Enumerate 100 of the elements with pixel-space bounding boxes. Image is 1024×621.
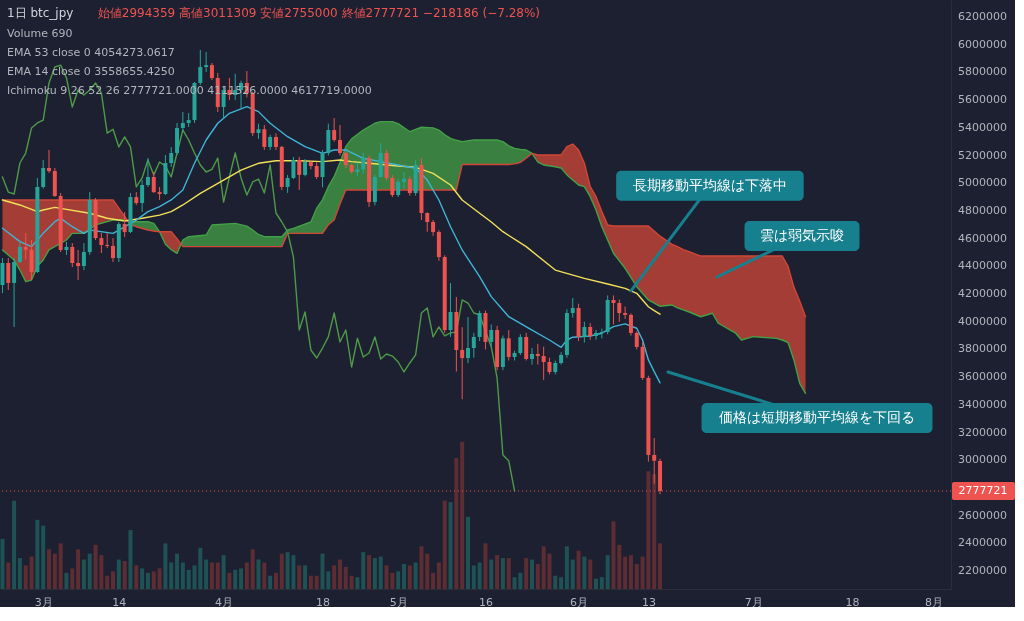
x-tick-label: 3月 bbox=[34, 595, 53, 609]
bar bbox=[209, 562, 214, 589]
bar bbox=[634, 563, 639, 589]
annotation: 価格は短期移動平均線を下回る bbox=[719, 409, 915, 425]
bar bbox=[349, 575, 354, 589]
bar bbox=[495, 555, 500, 589]
bar bbox=[314, 575, 319, 589]
candlestick bbox=[477, 310, 482, 342]
candlestick bbox=[122, 211, 127, 238]
x-tick-label: 8月 bbox=[925, 595, 944, 609]
bar bbox=[268, 575, 273, 589]
x-tick-label: 6月 bbox=[570, 595, 589, 609]
bar bbox=[52, 553, 57, 589]
candlestick bbox=[76, 249, 81, 281]
y-tick-label: 4600000 bbox=[958, 231, 1007, 245]
bar bbox=[594, 578, 599, 589]
y-tick-label: 6200000 bbox=[958, 10, 1007, 24]
annotation: 長期移動平均線は下落中 bbox=[632, 176, 787, 193]
bar bbox=[157, 568, 162, 589]
bar bbox=[570, 559, 575, 589]
bar bbox=[466, 516, 470, 589]
y-tick-label: 3800000 bbox=[958, 342, 1007, 356]
bar bbox=[29, 556, 34, 589]
bar bbox=[611, 521, 616, 589]
y-tick-label: 4200000 bbox=[958, 287, 1007, 301]
bar bbox=[605, 555, 610, 589]
bar bbox=[355, 577, 360, 589]
bar bbox=[70, 568, 75, 589]
bar bbox=[17, 558, 22, 589]
candlestick bbox=[151, 171, 156, 194]
bar bbox=[169, 562, 174, 589]
bar bbox=[419, 546, 424, 589]
candlestick bbox=[524, 332, 529, 361]
candlestick bbox=[204, 51, 209, 73]
bar bbox=[442, 500, 447, 589]
candlestick bbox=[506, 329, 511, 361]
bar bbox=[262, 562, 267, 589]
candlestick bbox=[332, 117, 337, 143]
x-tick-label: 4月 bbox=[215, 595, 234, 609]
y-tick-label: 2200000 bbox=[958, 564, 1007, 577]
bar bbox=[396, 571, 401, 589]
candlestick bbox=[111, 237, 116, 263]
bar bbox=[623, 556, 628, 589]
candlestick bbox=[198, 49, 203, 86]
candlestick bbox=[99, 232, 104, 254]
bar bbox=[308, 575, 313, 589]
candlestick bbox=[320, 149, 325, 188]
bar bbox=[401, 563, 406, 589]
candlestick bbox=[396, 178, 401, 198]
ref-line-label: 2777721 bbox=[958, 483, 1008, 497]
candlestick bbox=[541, 346, 546, 381]
candlestick bbox=[105, 232, 110, 249]
candlestick bbox=[0, 257, 5, 294]
candlestick bbox=[41, 159, 46, 190]
bar bbox=[448, 502, 453, 589]
candlestick bbox=[361, 152, 366, 175]
bar bbox=[500, 558, 505, 589]
candlestick bbox=[6, 257, 11, 291]
bar bbox=[175, 553, 180, 589]
candlestick bbox=[634, 330, 639, 350]
bar bbox=[303, 565, 308, 589]
y-tick-label: 3000000 bbox=[958, 453, 1007, 467]
candlestick bbox=[29, 239, 34, 281]
bar bbox=[431, 572, 436, 589]
bar bbox=[279, 553, 284, 589]
candlestick bbox=[594, 329, 599, 341]
text: 始値2994359 高値3011309 安値2755000 終値2777721 −218186 (−7.28%) bbox=[97, 6, 541, 20]
bar bbox=[0, 538, 5, 589]
y-tick-label: 5000000 bbox=[958, 176, 1007, 190]
bar bbox=[250, 549, 255, 589]
y-tick-label: 6000000 bbox=[958, 37, 1007, 51]
bar bbox=[6, 562, 11, 589]
candlestick bbox=[518, 333, 523, 356]
y-tick-label: 5200000 bbox=[958, 148, 1007, 162]
x-tick-label: 14 bbox=[112, 595, 127, 609]
bar bbox=[41, 525, 46, 589]
candlestick bbox=[617, 299, 622, 323]
bar bbox=[477, 562, 482, 589]
y-tick-label: 4400000 bbox=[958, 259, 1007, 273]
candlestick bbox=[326, 123, 331, 157]
bar bbox=[198, 547, 203, 589]
bar bbox=[204, 559, 209, 589]
bar bbox=[332, 565, 337, 589]
candlestick bbox=[378, 142, 383, 179]
bar bbox=[413, 562, 418, 589]
bar bbox=[12, 500, 17, 589]
y-tick-label: 4800000 bbox=[958, 203, 1007, 217]
bar bbox=[454, 457, 459, 589]
candlestick bbox=[407, 175, 412, 197]
bar bbox=[23, 565, 28, 589]
y-tick-label: 3600000 bbox=[958, 370, 1007, 384]
bar bbox=[483, 543, 488, 589]
bar bbox=[180, 562, 185, 589]
candlestick bbox=[425, 211, 430, 233]
bar bbox=[233, 569, 238, 589]
candlestick bbox=[390, 174, 395, 198]
annotation: 雲は弱気示唆 bbox=[760, 227, 844, 243]
candlestick bbox=[448, 282, 453, 338]
bar bbox=[425, 553, 430, 589]
bar bbox=[128, 530, 133, 589]
